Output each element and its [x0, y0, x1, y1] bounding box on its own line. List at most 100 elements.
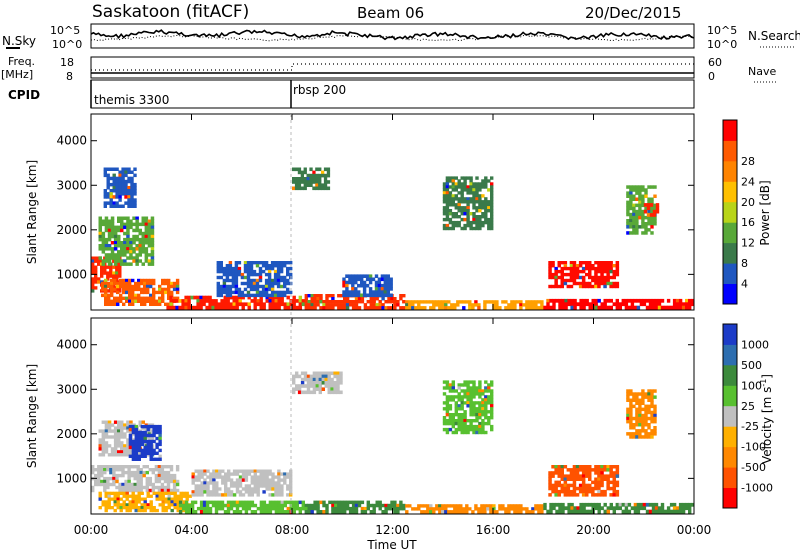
heatmap-cell	[121, 186, 125, 190]
heatmap-cell	[560, 483, 564, 488]
heatmap-cell	[110, 234, 115, 239]
heatmap-cell	[475, 217, 479, 222]
heatmap-cell	[117, 426, 121, 430]
heatmap-cell	[368, 280, 373, 285]
heatmap-cell	[121, 204, 125, 208]
heatmap-cell	[588, 471, 592, 475]
heatmap-cell	[118, 468, 122, 472]
heatmap-cell	[475, 427, 479, 432]
heatmap-cell	[160, 485, 165, 490]
heatmap-cell	[112, 468, 116, 472]
noise-sky-label: N.Sky	[2, 34, 36, 48]
heatmap-cell	[558, 509, 562, 514]
heatmap-cell	[475, 197, 479, 201]
heatmap-cell	[490, 398, 494, 402]
heatmap-cell	[641, 413, 645, 418]
heatmap-cell	[132, 228, 136, 233]
noise-search-line	[90, 34, 695, 42]
heatmap-cell	[606, 483, 610, 488]
heatmap-cell	[265, 469, 269, 473]
heatmap-cell	[309, 177, 313, 181]
heatmap-cell	[469, 182, 473, 186]
heatmap-cell	[109, 167, 113, 171]
heatmap-cell	[303, 170, 307, 175]
heatmap-cell	[570, 502, 574, 507]
heatmap-cell	[123, 225, 127, 230]
heatmap-cell	[339, 371, 343, 376]
heatmap-cell	[150, 244, 155, 248]
heatmap-cell	[570, 305, 574, 310]
heatmap-cell	[390, 300, 394, 304]
heatmap-cell	[615, 281, 620, 286]
heatmap-cell	[387, 503, 391, 508]
heatmap-cell	[318, 177, 322, 181]
heatmap-cell	[170, 500, 174, 504]
heatmap-cell	[478, 209, 482, 213]
heatmap-cell	[612, 269, 616, 274]
heatmap-cell	[261, 290, 266, 295]
heatmap-cell	[378, 506, 382, 511]
heatmap-cell	[463, 383, 467, 387]
heatmap-cell	[307, 506, 311, 511]
heatmap-cell	[277, 478, 281, 482]
heatmap-cell	[387, 506, 391, 511]
heatmap-cell	[124, 465, 128, 469]
heatmap-cell	[660, 502, 665, 507]
heatmap-cell	[97, 468, 101, 472]
heatmap-cell	[298, 510, 302, 514]
heatmap-cell	[191, 478, 195, 482]
heatmap-cell	[144, 241, 149, 245]
heatmap-cell	[128, 284, 132, 289]
heatmap-cell	[528, 300, 532, 304]
heatmap-cell	[167, 290, 171, 295]
heatmap-cell	[131, 445, 136, 450]
heatmap-cell	[157, 470, 162, 475]
heatmap-cell	[600, 281, 604, 286]
heatmap-cell	[158, 433, 162, 438]
heatmap-cell	[158, 424, 162, 429]
heatmap-cell	[219, 269, 223, 274]
heatmap-cell	[268, 299, 272, 303]
heatmap-cell	[205, 510, 210, 514]
heatmap-cell	[107, 244, 112, 248]
heatmap-cell	[630, 298, 635, 303]
heatmap-cell	[115, 186, 119, 190]
heatmap-cell	[202, 506, 207, 511]
heatmap-cell	[113, 503, 117, 507]
heatmap-cell	[187, 302, 191, 307]
heatmap-cell	[647, 209, 651, 214]
heatmap-cell	[222, 287, 227, 292]
heatmap-cell	[264, 290, 269, 295]
heatmap-cell	[644, 222, 648, 226]
heatmap-cell	[106, 465, 110, 469]
heatmap-cell	[249, 269, 254, 274]
heatmap-cell	[635, 225, 639, 229]
heatmap-cell	[660, 509, 665, 514]
heatmap-cell	[534, 303, 538, 307]
heatmap-cell	[513, 300, 517, 304]
heatmap-cell	[98, 506, 102, 510]
heatmap-cell	[478, 407, 482, 411]
heatmap-cell	[119, 503, 123, 507]
heatmap-cell	[286, 487, 290, 491]
heatmap-cell	[454, 410, 458, 414]
heatmap-cell	[313, 506, 317, 511]
heatmap-cell	[113, 444, 118, 448]
heatmap-cell	[472, 389, 476, 393]
heatmap-cell	[451, 383, 455, 387]
heatmap-cell	[322, 303, 326, 307]
heatmap-cell	[345, 506, 350, 511]
heatmap-cell	[136, 482, 140, 487]
heatmap-cell	[286, 266, 290, 271]
heatmap-cell	[217, 305, 221, 310]
heatmap-cell	[649, 203, 654, 207]
heatmap-cell	[104, 241, 109, 245]
heatmap-cell	[115, 204, 119, 208]
heatmap-cell	[154, 485, 159, 490]
heatmap-cell	[331, 510, 335, 514]
heatmap-cell	[468, 507, 472, 511]
heatmap-cell	[456, 300, 460, 304]
heatmap-cell	[271, 302, 275, 307]
heatmap-cell	[343, 500, 347, 505]
heatmap-cell	[591, 493, 595, 497]
